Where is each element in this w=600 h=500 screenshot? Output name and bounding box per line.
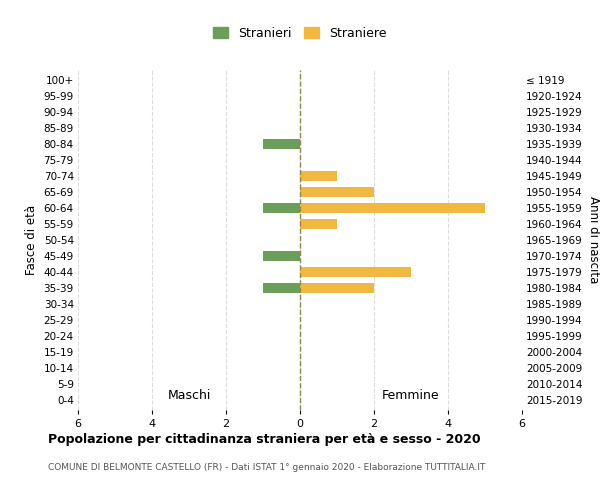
Text: Maschi: Maschi bbox=[167, 388, 211, 402]
Bar bbox=[263, 138, 300, 149]
Bar bbox=[263, 251, 300, 261]
Bar bbox=[300, 186, 374, 197]
Text: Femmine: Femmine bbox=[382, 388, 440, 402]
Y-axis label: Fasce di età: Fasce di età bbox=[25, 205, 38, 275]
Bar bbox=[300, 170, 337, 181]
Bar bbox=[300, 267, 411, 278]
Bar bbox=[263, 202, 300, 213]
Text: COMUNE DI BELMONTE CASTELLO (FR) - Dati ISTAT 1° gennaio 2020 - Elaborazione TUT: COMUNE DI BELMONTE CASTELLO (FR) - Dati … bbox=[48, 462, 485, 471]
Bar bbox=[263, 283, 300, 294]
Bar bbox=[300, 283, 374, 294]
Y-axis label: Anni di nascita: Anni di nascita bbox=[587, 196, 599, 284]
Bar bbox=[300, 219, 337, 229]
Bar bbox=[300, 202, 485, 213]
Text: Popolazione per cittadinanza straniera per età e sesso - 2020: Popolazione per cittadinanza straniera p… bbox=[48, 432, 481, 446]
Legend: Stranieri, Straniere: Stranieri, Straniere bbox=[208, 22, 392, 45]
